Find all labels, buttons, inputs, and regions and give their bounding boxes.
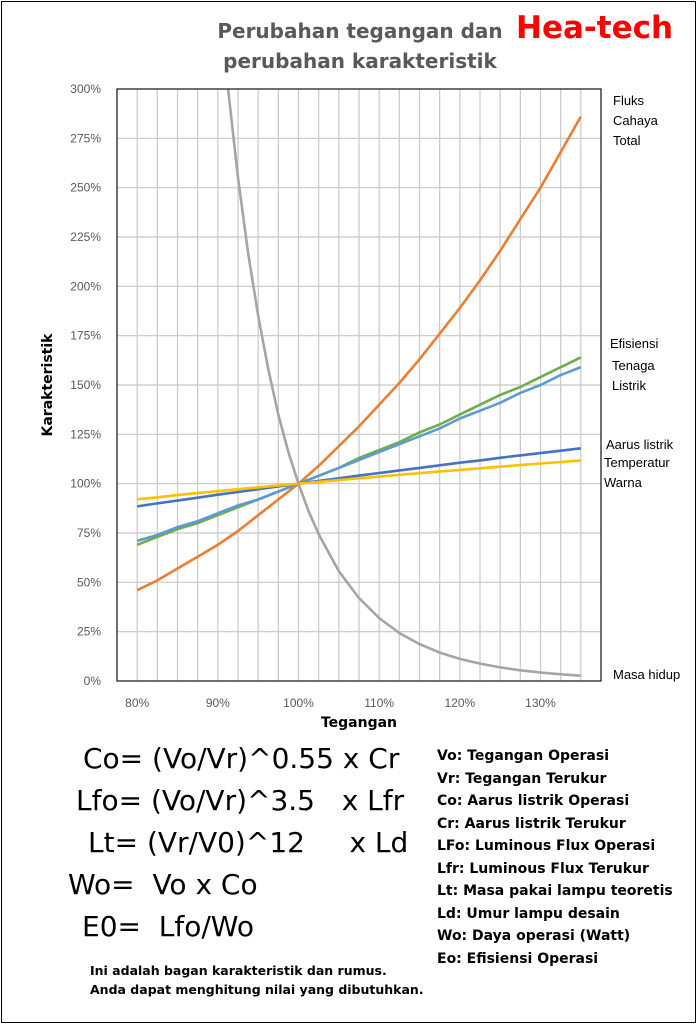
plot-area-border	[116, 88, 602, 682]
y-tick-label: 200%	[70, 279, 101, 293]
x-tick-label: 90%	[206, 696, 230, 710]
label-arus: Aarus listrik	[606, 437, 674, 452]
y-tick-label: 150%	[70, 378, 101, 392]
y-tick-label: 100%	[70, 477, 101, 491]
formula-eo: E0= Lfo/Wo	[82, 910, 254, 943]
chart: 0% 25% 50% 75% 100% 125% 150% 175% 200% 225% 250% 2…	[40, 82, 602, 731]
label-temperatur: Temperatur Warna	[604, 455, 670, 490]
y-tick-label: 125%	[70, 427, 101, 441]
label-fluks: Fluks Cahaya Total	[613, 93, 658, 148]
y-tick-label: 50%	[77, 575, 101, 589]
series-line-aarus-listrik	[137, 447, 581, 508]
y-tick-label: 250%	[70, 181, 101, 195]
title-line-1: Perubahan tegangan dan	[217, 19, 503, 43]
y-tick-label: 75%	[77, 526, 101, 540]
series-line-temperatur-warna	[137, 459, 581, 501]
series-line-masa-hidup	[226, 89, 581, 677]
label-masa-hidup: Masa hidup	[613, 667, 681, 682]
label-tenaga: Tenaga Listrik	[612, 358, 655, 393]
legend-definitions: Vo: Tegangan Operasi Vr: Tegangan Terukur…	[437, 748, 673, 967]
y-tick-label: 225%	[70, 230, 101, 244]
chart-title: Perubahan tegangan dan perubahan karakte…	[190, 16, 530, 76]
x-tick-label: 100%	[283, 696, 314, 710]
y-tick-label: 175%	[70, 329, 101, 343]
label-efisiensi: Efisiensi	[610, 336, 659, 351]
formula-co: Co= (Vo/Vr)^0.55 x Cr	[83, 742, 400, 775]
formula-wo: Wo= Vo x Co	[68, 868, 258, 901]
formula-lfo: Lfo= (Vo/Vr)^3.5 x Lfr	[76, 784, 405, 817]
x-axis-label: Tegangan	[321, 715, 397, 731]
x-tick-label: 110%	[364, 696, 394, 710]
y-tick-label: 25%	[77, 625, 101, 639]
title-line-2: perubahan karakteristik	[223, 49, 497, 73]
series-line-tenaga-listrik	[136, 365, 582, 543]
series-line-fluks-cahaya-total	[136, 115, 582, 592]
y-tick-label: 300%	[70, 82, 101, 96]
x-tick-label: 120%	[444, 696, 475, 710]
brand-logo: Hea-tech	[516, 10, 674, 46]
series-line-efisiensi	[136, 356, 582, 547]
formula-lt: Lt= (Vr/V0)^12 x Ld	[88, 826, 409, 859]
y-axis-label: Karakteristik	[40, 333, 56, 437]
x-tick-label: 80%	[125, 696, 149, 710]
y-tick-label: 275%	[70, 131, 101, 145]
footnote: Ini adalah bagan karakteristik dan rumus…	[90, 963, 424, 997]
y-tick-label: 0%	[84, 674, 102, 688]
x-tick-label: 130%	[525, 696, 556, 710]
